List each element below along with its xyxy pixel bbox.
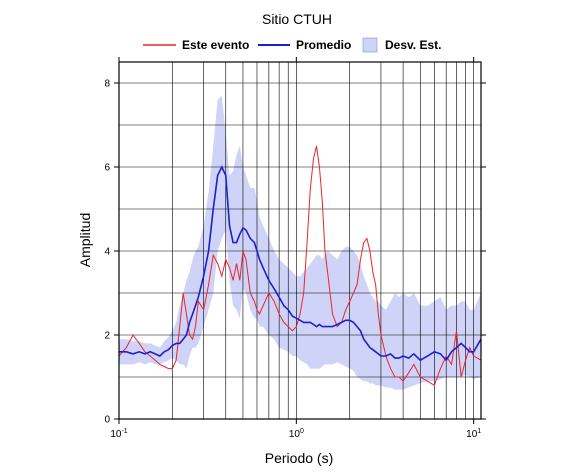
- y-tick-label: 8: [104, 79, 110, 90]
- series-line-este-evento: [119, 145, 481, 387]
- legend-swatch-desv-est: [362, 37, 378, 53]
- y-tick-label: 4: [104, 247, 110, 258]
- x-tick-label: 101: [466, 428, 481, 440]
- chart-title: Sitio CTUH: [262, 11, 332, 27]
- axis-ticks: [114, 57, 486, 424]
- plot-frame: [118, 61, 482, 420]
- x-axis-label: Periodo (s): [265, 450, 333, 466]
- legend-label-promedio: Promedio: [296, 38, 351, 52]
- y-tick-label: 2: [104, 331, 110, 342]
- series-line-promedio: [119, 165, 481, 362]
- x-tick-label: 100: [289, 428, 304, 440]
- tick-labels: 0 2 4 6 8 10-1 100 101: [104, 79, 481, 441]
- std-dev-band: [119, 95, 481, 390]
- y-axis-label: Amplitud: [77, 213, 93, 267]
- grid: [118, 62, 481, 420]
- legend: Este evento Promedio Desv. Est.: [143, 37, 441, 53]
- y-tick-label: 6: [104, 163, 110, 174]
- x-tick-label: 10-1: [110, 428, 127, 440]
- legend-label-desv-est: Desv. Est.: [385, 38, 441, 52]
- legend-label-este-evento: Este evento: [182, 38, 249, 52]
- y-tick-label: 0: [104, 415, 110, 426]
